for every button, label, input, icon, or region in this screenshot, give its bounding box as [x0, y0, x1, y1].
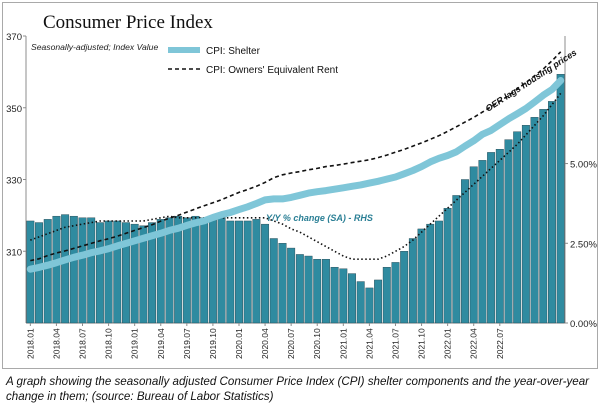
- yoy-oer-dotted-line: [30, 92, 562, 261]
- x-tick-label: 2022.04: [469, 328, 479, 359]
- yoy-bar: [374, 279, 383, 324]
- yoy-bar: [148, 222, 157, 324]
- yoy-bar: [69, 215, 78, 324]
- legend-oer-label: CPI: Owners' Equivalent Rent: [206, 65, 338, 76]
- yoy-bar: [200, 217, 209, 324]
- yoy-bar: [87, 217, 96, 324]
- shelter-line: [26, 77, 565, 273]
- yoy-bar: [35, 222, 43, 324]
- yoy-bar: [400, 251, 409, 324]
- x-tick-label: 2019.04: [156, 328, 166, 359]
- yoy-bar: [504, 139, 513, 324]
- yoy-bar: [313, 259, 322, 324]
- yoy-bar: [391, 262, 400, 324]
- yoy-bar: [339, 268, 348, 324]
- chart-subtitle: Seasonally-adjusted; Index Value: [31, 42, 158, 52]
- yoy-bar: [417, 228, 426, 324]
- oer-dashed-line: [30, 51, 562, 262]
- yoy-bar: [348, 273, 356, 324]
- left-tick-label: 350: [6, 104, 22, 115]
- figure-caption: A graph showing the seasonally adjusted …: [6, 375, 590, 403]
- yoy-bar: [530, 117, 539, 324]
- right-tick-label: 2.50%: [570, 239, 597, 250]
- yoy-bar: [461, 179, 469, 324]
- yoy-bar: [365, 287, 374, 324]
- yoy-bar: [434, 220, 443, 324]
- yoy-bar: [235, 220, 243, 324]
- right-tick-label: 5.00%: [570, 160, 597, 171]
- yoy-bar: [191, 215, 200, 324]
- x-tick-label: 2019.10: [208, 328, 218, 359]
- yoy-bar: [226, 220, 235, 324]
- right-tick-label: 0.00%: [570, 319, 597, 330]
- x-tick-label: 2021.04: [364, 328, 374, 359]
- yoy-bar: [548, 101, 556, 324]
- chart-frame: Consumer Price Index 370 350 330 310 5.00% 2.…: [2, 2, 598, 369]
- yoy-bar: [208, 217, 217, 324]
- yoy-bar: [243, 220, 252, 324]
- yoy-bar: [217, 217, 226, 324]
- left-tick-label: 370: [6, 32, 22, 43]
- yoy-bar: [278, 243, 287, 324]
- chart-title: Consumer Price Index: [43, 12, 213, 33]
- yoy-bar: [182, 217, 191, 324]
- x-tick-label: 2020.10: [312, 328, 322, 359]
- yoy-bar: [261, 223, 270, 324]
- yoy-bar: [43, 219, 52, 324]
- x-tick-label: 2019.01: [130, 328, 140, 359]
- yoy-bar: [426, 223, 435, 324]
- x-tick-label: 2020.04: [260, 328, 270, 359]
- yoy-bar: [382, 266, 391, 324]
- x-tick-label: 2018.07: [78, 328, 88, 359]
- yoy-bar: [104, 220, 113, 324]
- yoy-bar: [443, 207, 452, 324]
- chart-svg: 370 350 330 310 5.00% 2.50% 0.00% 2018.01 2018.0…: [6, 32, 597, 359]
- yoy-bar: [356, 281, 365, 324]
- x-tick-label: 2021.10: [417, 328, 427, 359]
- yoy-series-label: Y/Y % change (SA) - RHS: [266, 213, 373, 223]
- yoy-bar: [487, 152, 496, 324]
- yoy-bar: [78, 217, 87, 324]
- yoy-bar: [304, 255, 313, 324]
- legend-shelter-label: CPI: Shelter: [206, 46, 261, 57]
- yoy-bar: [469, 166, 478, 324]
- yoy-bar: [330, 266, 339, 324]
- yoy-bar: [61, 214, 70, 324]
- yoy-bar: [556, 74, 565, 324]
- yoy-bar: [295, 254, 304, 324]
- yoy-bar: [321, 259, 330, 324]
- x-tick-label: 2018.01: [25, 328, 35, 359]
- yoy-bar: [452, 195, 461, 324]
- yoy-bar: [269, 238, 278, 324]
- x-tick-label: 2022.07: [495, 328, 505, 359]
- yoy-bar: [539, 109, 548, 324]
- yoy-bar: [521, 125, 530, 324]
- yoy-bar: [252, 219, 261, 324]
- x-tick-label: 2020.07: [286, 328, 296, 359]
- yoy-bar: [95, 222, 104, 324]
- yoy-bar: [408, 238, 417, 324]
- x-tick-label: 2020.01: [234, 328, 244, 359]
- x-tick-label: 2018.10: [104, 328, 114, 359]
- left-tick-label: 310: [6, 247, 22, 258]
- x-tick-label: 2019.07: [182, 328, 192, 359]
- x-tick-label: 2021.01: [338, 328, 348, 359]
- yoy-bar: [495, 149, 504, 324]
- yoy-bar: [165, 217, 174, 324]
- yoy-bar: [513, 131, 522, 324]
- left-tick-label: 330: [6, 176, 22, 187]
- yoy-bar: [139, 225, 148, 324]
- yoy-bar: [287, 247, 296, 324]
- yoy-bar: [113, 220, 122, 324]
- yoy-bar: [478, 160, 487, 324]
- x-tick-label: 2018.04: [51, 328, 61, 359]
- x-tick-label: 2022.01: [443, 328, 453, 359]
- x-tick-label: 2021.07: [390, 328, 400, 359]
- yoy-bar: [122, 222, 130, 324]
